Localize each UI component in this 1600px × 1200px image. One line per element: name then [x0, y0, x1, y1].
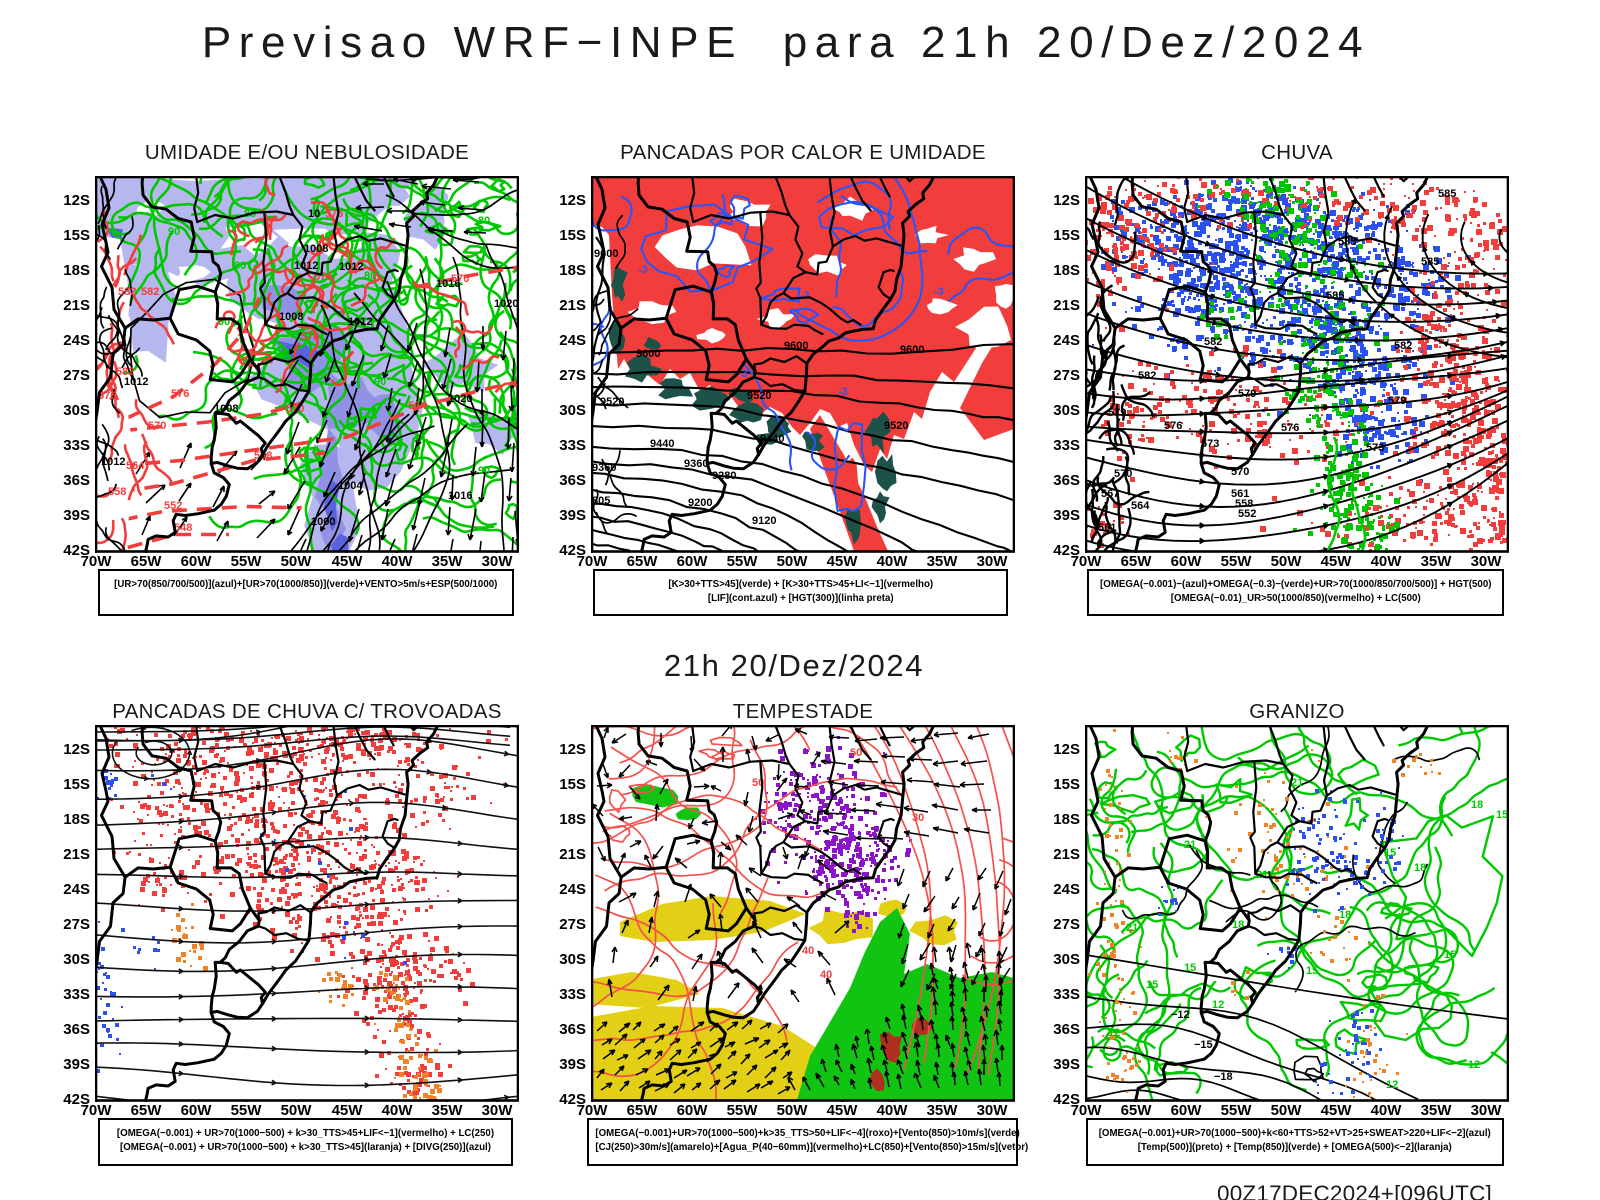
svg-text:18: 18: [1414, 862, 1426, 874]
svg-text:1020: 1020: [494, 298, 518, 310]
svg-text:9200: 9200: [688, 497, 712, 509]
svg-text:1008: 1008: [304, 243, 328, 255]
svg-text:9600: 9600: [594, 248, 618, 260]
svg-text:1012: 1012: [294, 260, 318, 272]
svg-text:9440: 9440: [650, 438, 674, 450]
svg-text:9280: 9280: [712, 470, 736, 482]
svg-text:90: 90: [168, 226, 180, 238]
svg-text:18: 18: [1471, 799, 1483, 811]
svg-text:21: 21: [1184, 839, 1196, 851]
svg-text:1012: 1012: [101, 456, 125, 468]
svg-text:9120: 9120: [752, 515, 776, 527]
svg-text:558: 558: [108, 486, 126, 498]
svg-text:15: 15: [1496, 809, 1508, 821]
svg-text:582: 582: [116, 366, 134, 378]
svg-text:576: 576: [1164, 420, 1182, 432]
svg-text:1016: 1016: [436, 278, 460, 290]
svg-text:564: 564: [1131, 500, 1150, 512]
svg-text:570: 570: [451, 273, 469, 285]
svg-text:12: 12: [1386, 1079, 1398, 1091]
svg-text:9520: 9520: [747, 390, 771, 402]
svg-text:582: 582: [1394, 340, 1412, 352]
svg-text:576: 576: [171, 388, 189, 400]
svg-text:30: 30: [912, 812, 924, 824]
svg-text:-3: -3: [738, 368, 748, 380]
svg-text:-3: -3: [638, 264, 648, 276]
svg-text:1000: 1000: [311, 516, 335, 528]
svg-text:12: 12: [1468, 1059, 1480, 1071]
svg-text:570: 570: [148, 420, 166, 432]
svg-text:12: 12: [1212, 999, 1224, 1011]
svg-text:573: 573: [1366, 442, 1384, 454]
svg-text:−18: −18: [1214, 1071, 1233, 1083]
svg-text:9600: 9600: [900, 344, 924, 356]
svg-text:1004: 1004: [338, 480, 363, 492]
svg-text:80: 80: [234, 260, 246, 272]
svg-text:1012: 1012: [124, 376, 148, 388]
svg-text:805: 805: [592, 495, 610, 507]
svg-text:15: 15: [1184, 962, 1196, 974]
svg-text:9360: 9360: [684, 458, 708, 470]
svg-text:15: 15: [1146, 979, 1158, 991]
svg-text:15: 15: [1306, 965, 1318, 977]
svg-text:1016: 1016: [448, 490, 472, 502]
svg-text:579: 579: [1108, 407, 1126, 419]
svg-text:21: 21: [1291, 777, 1303, 789]
svg-text:582: 582: [1204, 336, 1222, 348]
svg-text:40: 40: [802, 945, 814, 957]
svg-text:9600: 9600: [784, 340, 808, 352]
svg-text:561: 561: [1231, 488, 1249, 500]
svg-text:1008: 1008: [279, 311, 303, 323]
svg-text:-3: -3: [934, 286, 944, 298]
svg-text:576: 576: [1281, 422, 1299, 434]
svg-text:585: 585: [1438, 188, 1456, 200]
svg-text:15: 15: [1444, 949, 1456, 961]
svg-text:15: 15: [1384, 847, 1396, 859]
svg-text:80: 80: [478, 215, 490, 227]
svg-text:10: 10: [308, 208, 320, 220]
svg-text:558: 558: [1235, 498, 1253, 510]
svg-text:582: 582: [1138, 370, 1156, 382]
svg-text:90: 90: [478, 465, 490, 477]
svg-text:50: 50: [850, 747, 862, 759]
svg-text:21: 21: [1126, 922, 1138, 934]
svg-text:552: 552: [164, 500, 182, 512]
svg-text:570: 570: [1114, 468, 1132, 480]
svg-text:80: 80: [364, 270, 376, 282]
svg-text:12: 12: [1108, 1027, 1120, 1039]
svg-text:579: 579: [1238, 388, 1256, 400]
svg-text:18: 18: [1339, 909, 1351, 921]
svg-text:9600: 9600: [636, 348, 660, 360]
svg-text:576: 576: [325, 208, 343, 220]
svg-text:561: 561: [1098, 522, 1116, 534]
svg-text:-3: -3: [800, 290, 810, 302]
svg-text:-3: -3: [838, 386, 848, 398]
svg-text:576: 576: [301, 331, 319, 343]
svg-text:552: 552: [1238, 508, 1256, 520]
svg-text:1012: 1012: [339, 261, 363, 273]
svg-text:90: 90: [374, 376, 386, 388]
svg-text:567: 567: [1101, 488, 1119, 500]
svg-text:−15: −15: [1194, 1039, 1213, 1051]
svg-text:576: 576: [98, 390, 116, 402]
svg-text:9520: 9520: [884, 420, 908, 432]
svg-text:564: 564: [126, 460, 145, 472]
svg-text:564: 564: [408, 400, 427, 412]
svg-text:40: 40: [820, 969, 832, 981]
svg-text:9520: 9520: [600, 396, 624, 408]
svg-text:548: 548: [174, 522, 192, 534]
svg-text:573: 573: [1201, 438, 1219, 450]
svg-text:9360: 9360: [592, 462, 616, 474]
svg-text:582: 582: [118, 286, 136, 298]
svg-text:585: 585: [1326, 290, 1344, 302]
svg-text:1020: 1020: [448, 393, 472, 405]
svg-text:582: 582: [141, 286, 159, 298]
svg-text:579: 579: [1388, 395, 1406, 407]
svg-text:585: 585: [1421, 256, 1439, 268]
svg-text:−12: −12: [1171, 1009, 1190, 1021]
